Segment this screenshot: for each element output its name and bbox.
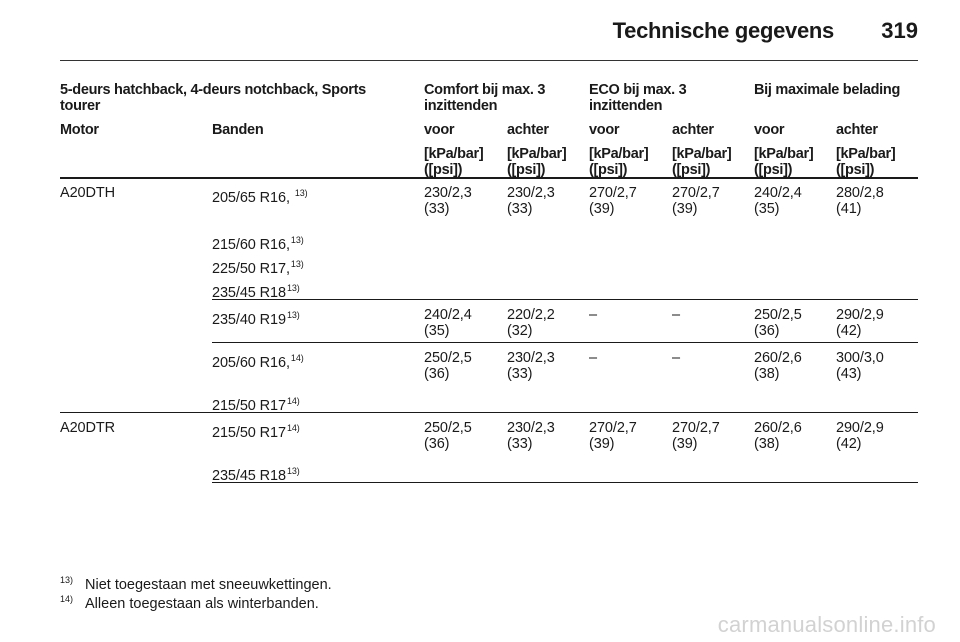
pressure-cell: –	[672, 350, 680, 366]
row-divider	[212, 342, 918, 343]
pressure-cell: 280/2,8 (41)	[836, 185, 884, 217]
page-title: Technische gegevens	[612, 18, 835, 43]
achter-column-header: achter	[672, 122, 714, 138]
pressure-cell: 250/2,5 (36)	[424, 350, 472, 382]
pressure-cell: 230/2,3 (33)	[507, 185, 555, 217]
tyre-size-cell: 235/45 R1813)	[212, 283, 300, 301]
banden-column-header: Banden	[212, 122, 264, 138]
unit-header: [kPa/bar] ([psi])	[507, 146, 567, 178]
pressure-cell: 270/2,7 (39)	[672, 185, 720, 217]
voor-column-header: voor	[754, 122, 785, 138]
footnote: 14) Alleen toegestaan als winterbanden.	[60, 594, 319, 612]
pressure-cell: 240/2,4 (35)	[754, 185, 802, 217]
pressure-cell: 260/2,6 (38)	[754, 350, 802, 382]
motor-column-header: Motor	[60, 122, 99, 138]
tyre-size-cell: 235/45 R1813)	[212, 466, 300, 484]
tyre-size-cell: 235/40 R1913)	[212, 310, 300, 328]
max-load-header: Bij maximale belading	[754, 82, 900, 98]
pressure-cell: –	[589, 307, 597, 323]
pressure-cell: 290/2,9 (42)	[836, 307, 884, 339]
tyre-size-cell: 205/60 R16,14)	[212, 353, 304, 371]
motor-cell: A20DTH	[60, 185, 115, 201]
pressure-cell: 250/2,5 (36)	[424, 420, 472, 452]
pressure-cell: 270/2,7 (39)	[589, 185, 637, 217]
tyre-size-cell: 215/50 R1714)	[212, 396, 300, 414]
unit-header: [kPa/bar] ([psi])	[672, 146, 732, 178]
unit-header: [kPa/bar] ([psi])	[589, 146, 649, 178]
pressure-cell: 260/2,6 (38)	[754, 420, 802, 452]
tyre-size-cell: 215/50 R1714)	[212, 423, 300, 441]
watermark: carmanualsonline.info	[717, 612, 936, 637]
pressure-cell: 300/3,0 (43)	[836, 350, 884, 382]
comfort-header: Comfort bij max. 3 inzittenden	[424, 82, 546, 114]
header-divider	[60, 60, 918, 61]
unit-header: [kPa/bar] ([psi])	[424, 146, 484, 178]
table-header-divider	[60, 177, 918, 179]
pressure-cell: 270/2,7 (39)	[672, 420, 720, 452]
voor-column-header: voor	[424, 122, 455, 138]
pressure-cell: 220/2,2 (32)	[507, 307, 555, 339]
eco-header: ECO bij max. 3 inzittenden	[589, 82, 687, 114]
tyre-size-cell: 225/50 R17,13)	[212, 259, 304, 277]
pressure-cell: 250/2,5 (36)	[754, 307, 802, 339]
pressure-cell: 270/2,7 (39)	[589, 420, 637, 452]
pressure-cell: 230/2,3 (33)	[424, 185, 472, 217]
vehicle-header: 5-deurs hatchback, 4-deurs notchback, Sp…	[60, 82, 366, 114]
tyre-size-cell: 205/65 R16, 13)	[212, 188, 308, 206]
unit-header: [kPa/bar] ([psi])	[754, 146, 814, 178]
tyre-size-cell: 215/60 R16,13)	[212, 235, 304, 253]
page-number: 319	[881, 18, 918, 43]
pressure-cell: –	[589, 350, 597, 366]
pressure-cell: –	[672, 307, 680, 323]
motor-cell: A20DTR	[60, 420, 115, 436]
pressure-cell: 230/2,3 (33)	[507, 420, 555, 452]
achter-column-header: achter	[507, 122, 549, 138]
pressure-cell: 290/2,9 (42)	[836, 420, 884, 452]
voor-column-header: voor	[589, 122, 620, 138]
achter-column-header: achter	[836, 122, 878, 138]
pressure-cell: 240/2,4 (35)	[424, 307, 472, 339]
row-divider	[212, 482, 918, 483]
pressure-cell: 230/2,3 (33)	[507, 350, 555, 382]
row-divider	[60, 412, 918, 413]
row-divider	[212, 299, 918, 300]
footnote: 13) Niet toegestaan met sneeuwkettingen.	[60, 575, 332, 593]
unit-header: [kPa/bar] ([psi])	[836, 146, 896, 178]
